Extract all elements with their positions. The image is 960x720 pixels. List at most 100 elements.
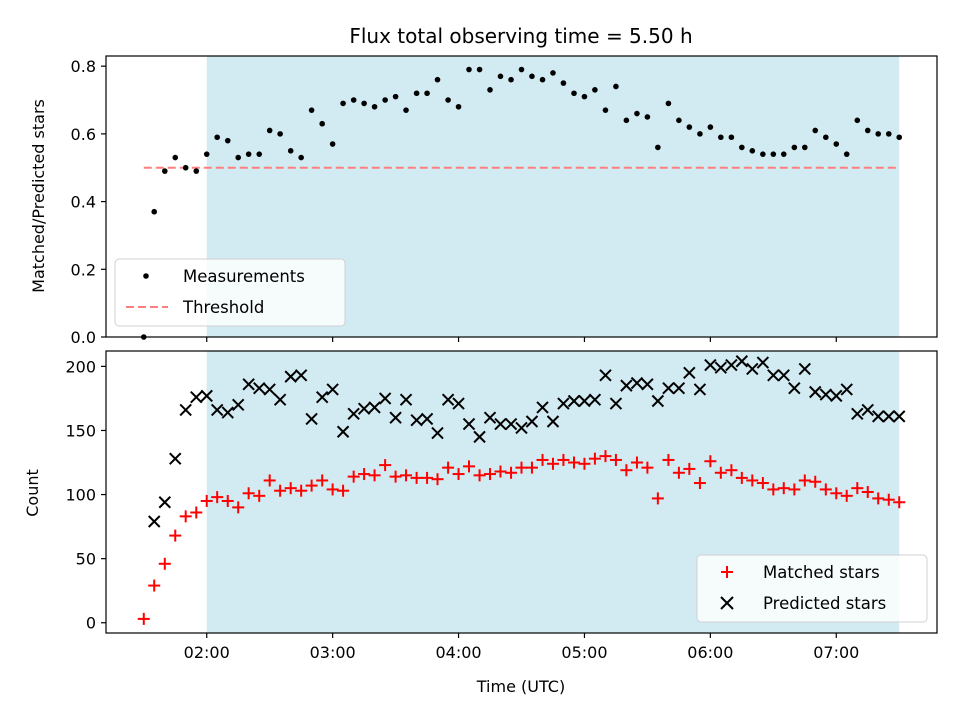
measurement-point [371, 103, 378, 110]
predicted-star-marker [190, 390, 203, 404]
matched-star-marker [190, 506, 203, 519]
measurement-point [161, 168, 168, 174]
predicted-star-marker [399, 393, 413, 406]
measurement-point [329, 141, 336, 147]
predicted-star-marker [347, 407, 360, 421]
predicted-star-marker [683, 366, 696, 379]
matched-star-marker [505, 466, 518, 479]
matched-star-marker [767, 483, 780, 496]
predicted-star-marker [704, 358, 717, 372]
matched-star-marker [599, 450, 612, 463]
measurement-point [896, 134, 903, 141]
measurement-point [203, 151, 210, 157]
matched-star-marker [819, 483, 832, 496]
predicted-star-marker [179, 403, 192, 417]
predicted-star-marker [253, 381, 266, 395]
predicted-star-marker [641, 378, 654, 391]
matched-star-marker [882, 493, 895, 506]
bottom-y-tick-label: 50 [76, 550, 96, 569]
predicted-star-marker [420, 412, 434, 426]
matched-stars-series [137, 450, 906, 625]
measurement-point [602, 107, 609, 113]
measurement-point [634, 110, 640, 117]
predicted-star-marker [882, 410, 895, 423]
matched-star-marker [232, 501, 245, 514]
predicted-star-marker [200, 389, 213, 403]
top-y-tick-label: 0.6 [71, 125, 96, 144]
measurement-point [413, 90, 420, 97]
predicted-stars-series [148, 355, 906, 528]
matched-star-marker [651, 492, 664, 505]
measurement-point [812, 127, 819, 134]
matched-star-marker [568, 456, 581, 469]
measurement-point [864, 127, 871, 134]
measurement-point [287, 147, 294, 154]
bottom-y-tick-label: 0 [86, 614, 96, 633]
matched-star-marker [200, 494, 213, 507]
matched-star-marker [389, 470, 402, 483]
predicted-star-marker [231, 398, 245, 412]
measurement-point [424, 90, 430, 97]
measurement-point [885, 131, 892, 137]
measurement-point [529, 73, 535, 80]
bottom-axes-frame [105, 350, 938, 634]
predicted-star-marker [735, 355, 749, 368]
measurement-point [434, 76, 441, 83]
legend-matched-label: Matched stars [763, 563, 880, 582]
bottom-panel: 0 50 100 150 200 02:00 03:00 04:00 05:00 06:00 07… [23, 350, 938, 696]
measurement-point [445, 97, 451, 103]
measurement-point [707, 124, 714, 130]
measurement-point [571, 90, 577, 97]
predicted-star-marker [525, 415, 539, 428]
matched-star-marker [662, 453, 675, 466]
matched-star-marker [515, 461, 528, 474]
matched-star-marker [473, 469, 486, 482]
matched-star-marker [893, 496, 906, 509]
matched-star-marker [316, 474, 329, 487]
predicted-star-marker [830, 389, 843, 403]
predicted-star-marker [210, 403, 224, 417]
predicted-star-marker [871, 410, 885, 423]
predicted-star-marker [651, 394, 665, 408]
x-tick-label: 04:00 [435, 643, 481, 662]
measurement-point [665, 100, 672, 107]
legend-predicted-marker [720, 596, 734, 610]
matched-star-marker [347, 470, 360, 483]
predicted-star-marker [746, 362, 759, 376]
top-panel: 0.00.20.40.60.8 Matched/Predicted stars … [29, 55, 938, 347]
measurement-point [487, 87, 493, 93]
matched-star-marker [693, 477, 706, 490]
predicted-star-marker [609, 397, 623, 410]
predicted-star-marker [452, 397, 465, 410]
matched-star-marker [788, 483, 801, 496]
matched-star-marker [809, 475, 822, 488]
predicted-star-marker [851, 407, 864, 421]
measurement-point [623, 117, 630, 124]
x-tick-label: 02:00 [184, 643, 230, 662]
matched-star-marker [851, 482, 864, 495]
predicted-star-marker [725, 358, 738, 372]
matched-star-marker [452, 468, 465, 481]
predicted-star-marker [305, 412, 318, 426]
measurement-point [644, 114, 651, 120]
measurement-point [151, 208, 158, 215]
legend-threshold-label: Threshold [182, 298, 264, 317]
top-y-tick-label: 0.4 [71, 193, 96, 212]
measurement-point [854, 117, 861, 124]
predicted-star-marker [315, 390, 329, 404]
predicted-star-marker [620, 379, 633, 392]
matched-star-marker [672, 466, 685, 479]
matched-star-marker [274, 484, 287, 497]
bottom-legend-box [696, 554, 928, 623]
bottom-y-tick-label: 150 [65, 421, 96, 440]
measurement-point [266, 127, 273, 134]
matched-star-marker [588, 452, 601, 465]
measurement-point [697, 131, 703, 137]
predicted-star-marker [893, 410, 906, 423]
measurement-point [823, 134, 829, 141]
legend-measurements-marker [143, 273, 149, 279]
matched-star-marker [756, 477, 769, 490]
predicted-star-marker [494, 417, 507, 431]
matched-star-marker [137, 612, 150, 625]
matched-star-marker [620, 464, 633, 477]
